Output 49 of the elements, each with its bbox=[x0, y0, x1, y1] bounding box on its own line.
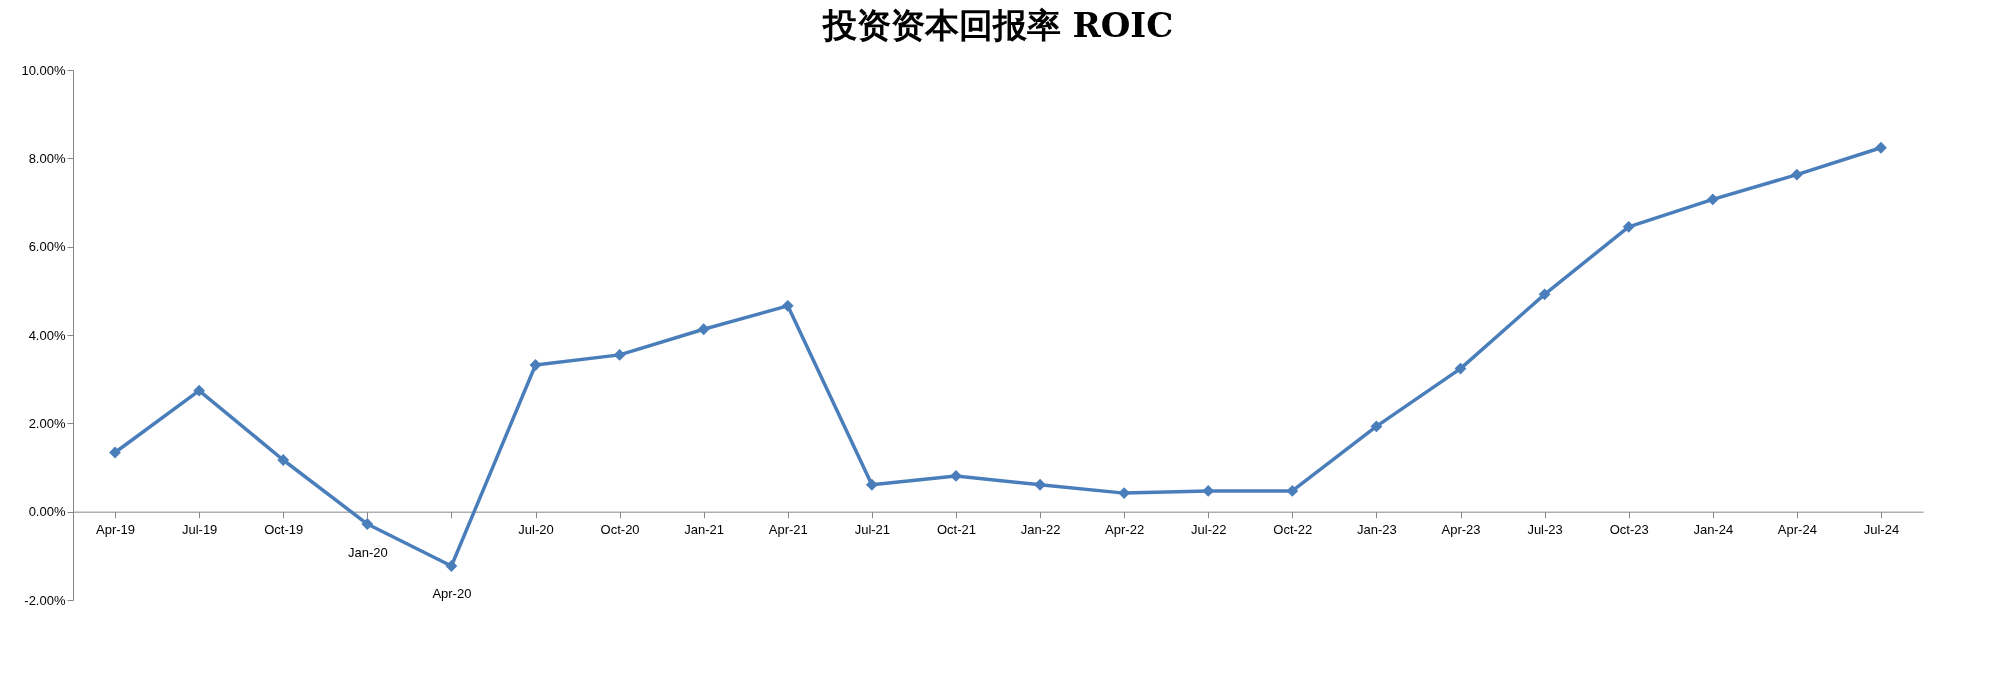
x-tick-label: Oct-23 bbox=[1609, 522, 1649, 538]
x-tick-label: Jul-24 bbox=[1863, 522, 1900, 538]
point bbox=[613, 348, 626, 361]
point bbox=[1370, 420, 1383, 433]
x-tick-label: Jan-23 bbox=[1357, 522, 1397, 538]
y-tick-label: 6.00% bbox=[28, 239, 66, 255]
point bbox=[361, 518, 374, 530]
y-tick-label: 10.00% bbox=[21, 62, 66, 78]
y-tick-label: 0.00% bbox=[28, 504, 66, 520]
chart-title: 投资资本回报率 ROIC bbox=[820, 5, 1174, 45]
x-tick-label: Apr-22 bbox=[1105, 522, 1145, 538]
point bbox=[1034, 478, 1046, 491]
point bbox=[1706, 193, 1719, 206]
x-tick-label: Jul-21 bbox=[854, 522, 891, 538]
y-tick-label: -2.00% bbox=[24, 592, 66, 608]
x-tick-label: Jul-23 bbox=[1527, 522, 1563, 538]
x-tick-label: Jan-24 bbox=[1693, 522, 1734, 538]
x-tick-label: Apr-19 bbox=[96, 522, 136, 538]
x-tick-label: Jul-20 bbox=[518, 522, 554, 538]
point bbox=[1538, 288, 1551, 301]
point bbox=[109, 446, 121, 459]
point bbox=[865, 478, 878, 491]
y-tick-label: 2.00% bbox=[28, 415, 66, 431]
y-tick-label: 8.00% bbox=[28, 150, 66, 166]
x-tick-label: Jul-22 bbox=[1191, 522, 1227, 538]
x-tick-label: Jan-22 bbox=[1020, 522, 1061, 538]
point bbox=[697, 323, 710, 336]
point bbox=[1286, 484, 1299, 497]
x-tick-label: Oct-19 bbox=[264, 522, 304, 538]
x-tick-label: Apr-23 bbox=[1441, 522, 1481, 538]
x-tick-label: Oct-22 bbox=[1273, 522, 1313, 538]
x-tick-label: Apr-24 bbox=[1777, 522, 1817, 538]
point bbox=[277, 454, 290, 466]
x-tick-label: Oct-20 bbox=[600, 522, 640, 538]
y-tick-label: 4.00% bbox=[28, 327, 66, 343]
x-tick-label: Jul-19 bbox=[181, 522, 218, 538]
point bbox=[193, 384, 206, 397]
x-tick-label: Jan-21 bbox=[684, 522, 725, 538]
x-tick-label: Jan-20 bbox=[347, 544, 388, 560]
point bbox=[781, 299, 794, 312]
point bbox=[950, 469, 962, 482]
point bbox=[529, 359, 542, 371]
point bbox=[1875, 141, 1887, 154]
point bbox=[445, 560, 458, 572]
point bbox=[1790, 168, 1803, 181]
x-tick-label: Apr-21 bbox=[768, 522, 808, 538]
x-tick-label: Oct-21 bbox=[936, 522, 976, 538]
x-tick-label: Apr-20 bbox=[432, 586, 472, 602]
point bbox=[1622, 220, 1635, 233]
